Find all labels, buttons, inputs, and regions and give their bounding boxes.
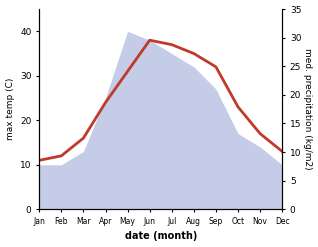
X-axis label: date (month): date (month) (125, 231, 197, 242)
Y-axis label: med. precipitation (kg/m2): med. precipitation (kg/m2) (303, 48, 313, 170)
Y-axis label: max temp (C): max temp (C) (5, 78, 15, 140)
